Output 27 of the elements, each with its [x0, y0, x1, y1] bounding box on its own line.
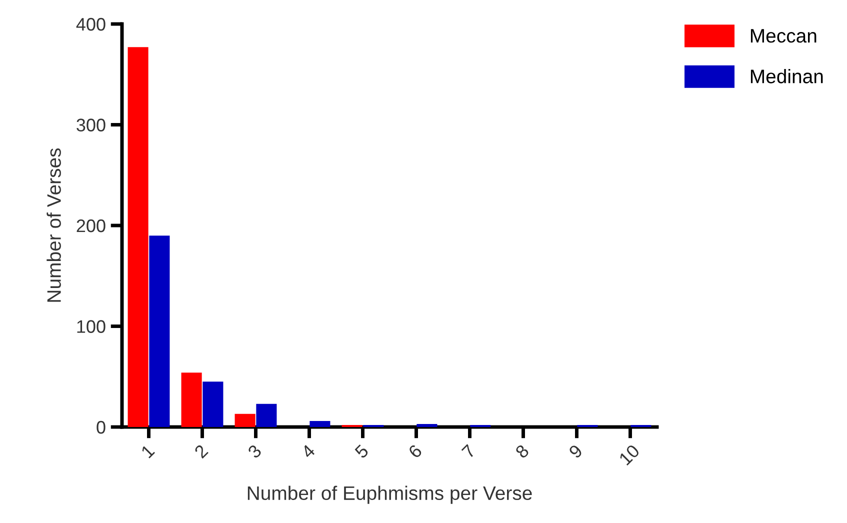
x-tick-label: 8: [514, 444, 530, 459]
bar: [202, 382, 224, 427]
bar: [310, 420, 330, 427]
legend-label: Medinan: [750, 69, 823, 84]
y-tick-label: 300: [76, 118, 106, 132]
x-tick-label: 2: [194, 444, 208, 459]
y-tick-label: 200: [76, 219, 106, 232]
x-tick-label: 4: [300, 444, 316, 460]
x-tick-label: 9: [568, 444, 584, 459]
bar: [149, 236, 170, 427]
x-tick-label: 7: [461, 444, 476, 459]
y-tick-label: 0: [96, 420, 106, 434]
y-tick-label: 100: [77, 320, 106, 333]
x-tick-label: 6: [408, 444, 423, 459]
bar: [234, 414, 256, 427]
bar: [416, 424, 438, 427]
bar: [128, 47, 148, 427]
x-tick-label: 3: [247, 444, 262, 459]
legend-label: Meccan: [750, 29, 816, 43]
x-tick-label: 10: [618, 444, 640, 466]
x-axis-title: Number of Euphmisms per Verse: [248, 486, 532, 504]
y-tick-label: 400: [76, 18, 106, 31]
bar: [181, 372, 202, 427]
x-tick-label: 1: [140, 444, 155, 458]
y-axis-title: Number of Verses: [46, 148, 61, 302]
x-tick-label: 5: [354, 444, 370, 459]
bar: [256, 404, 277, 427]
